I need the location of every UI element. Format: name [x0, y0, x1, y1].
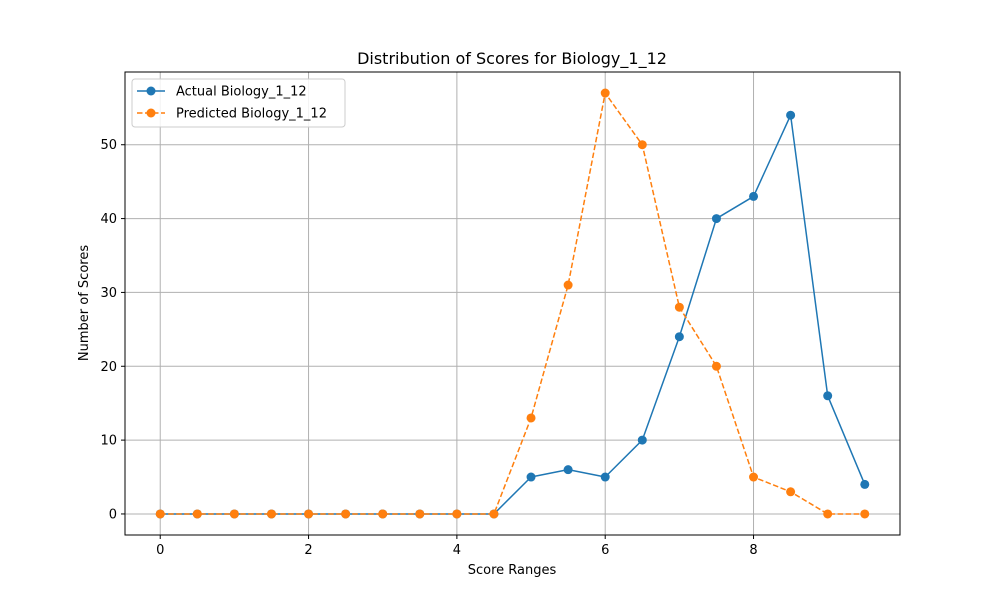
data-point — [526, 472, 536, 482]
data-point — [711, 361, 721, 371]
data-point — [823, 391, 833, 401]
y-tick-label: 50 — [100, 138, 117, 153]
legend-marker — [146, 86, 156, 96]
data-point — [637, 435, 647, 445]
data-point — [786, 110, 796, 120]
data-point — [711, 214, 721, 224]
legend: Actual Biology_1_12 Predicted Biology_1_1… — [131, 78, 346, 128]
legend-box — [131, 78, 346, 128]
data-point — [304, 509, 314, 519]
data-point — [415, 509, 425, 519]
legend-marker — [146, 108, 156, 118]
y-tick-label: 20 — [100, 360, 117, 375]
data-point — [229, 509, 239, 519]
data-point — [155, 509, 165, 519]
data-point — [378, 509, 388, 519]
data-point — [637, 140, 647, 150]
data-point — [749, 472, 759, 482]
data-point — [192, 509, 202, 519]
series-line — [160, 92, 865, 515]
x-tick-label: 0 — [156, 543, 164, 558]
data-point — [489, 509, 499, 519]
series-predicted — [155, 88, 870, 519]
data-point — [563, 465, 573, 475]
data-point — [563, 280, 573, 290]
data-point — [526, 413, 536, 423]
data-point — [600, 88, 610, 98]
ticks: 0 2 4 6 8 0 10 20 30 40 50 — [100, 138, 757, 558]
series-layer — [155, 88, 870, 519]
y-tick-label: 40 — [100, 212, 117, 227]
data-point — [786, 487, 796, 497]
x-tick-label: 6 — [601, 543, 609, 558]
data-point — [674, 332, 684, 342]
y-tick-label: 10 — [100, 434, 117, 449]
series-actual — [155, 110, 870, 519]
legend-label: Predicted Biology_1_12 — [176, 107, 327, 122]
x-tick-label: 2 — [304, 543, 312, 558]
x-axis-label: Score Ranges — [468, 563, 557, 578]
chart-title: Distribution of Scores for Biology_1_12 — [357, 49, 667, 69]
data-point — [600, 472, 610, 482]
plot-frame — [124, 71, 901, 536]
legend-label: Actual Biology_1_12 — [176, 85, 307, 100]
data-point — [452, 509, 462, 519]
data-point — [823, 509, 833, 519]
y-tick-label: 0 — [109, 507, 117, 522]
x-tick-label: 8 — [749, 543, 757, 558]
y-axis-label: Number of Scores — [77, 245, 92, 361]
y-tick-label: 30 — [100, 286, 117, 301]
series-line — [160, 114, 866, 515]
data-point — [266, 509, 276, 519]
data-point — [674, 302, 684, 312]
x-tick-label: 4 — [453, 543, 461, 558]
data-point — [860, 479, 870, 489]
data-point — [341, 509, 351, 519]
data-point — [860, 509, 870, 519]
data-point — [749, 191, 759, 201]
